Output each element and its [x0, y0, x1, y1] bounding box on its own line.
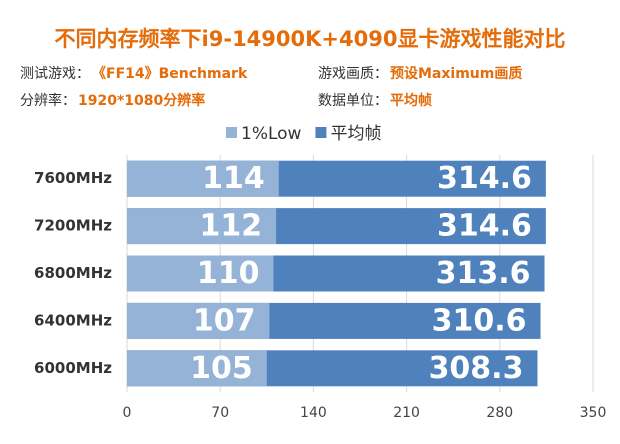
bar [127, 350, 267, 387]
info-value: 平均帧 [390, 92, 432, 109]
y-tick-label: 6800MHz [34, 264, 112, 282]
info-label: 测试游戏： [20, 66, 90, 82]
x-tick-label: 350 [580, 405, 607, 421]
value-label: 310.6 [432, 303, 527, 338]
x-tick-label: 70 [211, 405, 229, 421]
y-tick-label: 6000MHz [34, 359, 112, 377]
y-tick-label: 7600MHz [34, 169, 112, 187]
info-value: 1920*1080分辨率 [78, 92, 205, 109]
bar [127, 160, 279, 197]
legend-swatch [226, 127, 237, 138]
info-value: 《FF14》Benchmark [92, 66, 248, 82]
legend-label: 1%Low [241, 124, 302, 144]
info-label: 游戏画质： [318, 66, 388, 82]
value-label: 105 [190, 351, 253, 386]
bar [127, 302, 270, 339]
y-tick-label: 6400MHz [34, 311, 112, 329]
x-tick-label: 140 [300, 405, 327, 421]
x-tick-label: 210 [393, 405, 420, 421]
value-label: 314.6 [437, 209, 532, 244]
value-label: 110 [197, 256, 260, 291]
bar [127, 255, 274, 292]
bar [127, 208, 277, 245]
value-label: 114 [202, 161, 265, 196]
value-label: 107 [193, 303, 256, 338]
info-value: 预设Maximum画质 [390, 65, 522, 82]
info-label: 数据单位： [318, 93, 388, 109]
legend-swatch [315, 127, 327, 138]
x-tick-label: 0 [123, 405, 132, 421]
value-label: 308.3 [429, 351, 524, 386]
value-label: 112 [199, 209, 262, 244]
y-tick-label: 7200MHz [34, 217, 112, 235]
value-label: 314.6 [437, 161, 532, 196]
x-tick-label: 280 [486, 405, 513, 421]
info-label: 分辨率： [20, 92, 76, 109]
legend-label: 平均帧 [330, 124, 381, 144]
value-label: 313.6 [436, 256, 531, 291]
chart-title: 不同内存频率下i9-14900K+4090显卡游戏性能对比 [55, 27, 566, 51]
